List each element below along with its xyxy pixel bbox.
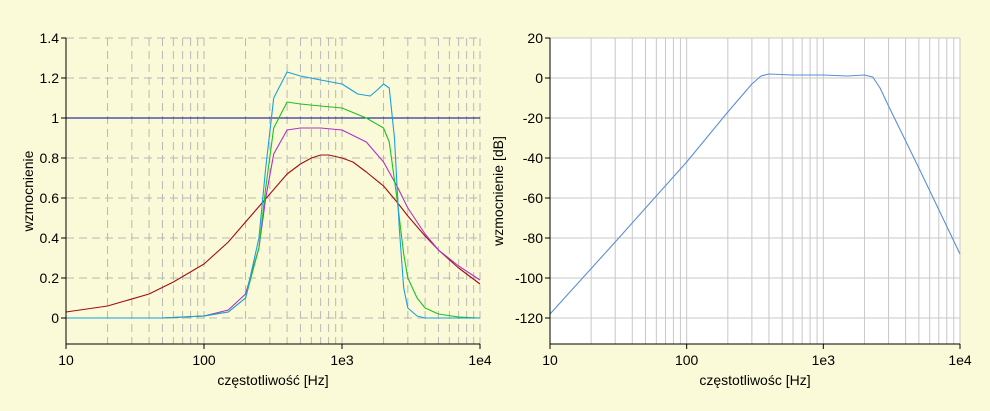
x-tick-label: 1e3 (330, 352, 354, 368)
x-axis-label: częstotliwośc [Hz] (699, 372, 810, 388)
series-line-order-4 (66, 71, 480, 319)
series-line-order-1 (65, 154, 481, 313)
x-ticks: 10 100 1e3 1e4 (542, 344, 972, 368)
y-tick-label: -20 (523, 110, 543, 126)
y-tick-label: -60 (523, 190, 543, 206)
y-ticks: 20 0 -20 -40 -60 -80 -100 -120 (515, 30, 550, 326)
y-tick-label: 20 (527, 30, 543, 46)
x-ticks: 10 100 1e3 1e4 (58, 344, 492, 368)
y-axis-label: wzmocnienie [dB] (490, 136, 506, 247)
series-group (65, 71, 481, 319)
y-axis-label: wzmocnienie (20, 150, 36, 232)
series-group (549, 73, 961, 315)
y-tick-label: 0.6 (40, 190, 60, 206)
y-tick-label: 0.8 (40, 150, 60, 166)
y-tick-label: -80 (523, 230, 543, 246)
series-line-response-dB (549, 73, 961, 315)
y-tick-label: 0.4 (40, 230, 60, 246)
y-tick-label: 0.2 (40, 270, 60, 286)
y-tick-label: 0 (535, 70, 543, 86)
y-tick-label: 0 (51, 310, 59, 326)
x-tick-label: 1e4 (948, 352, 972, 368)
x-tick-label: 10 (58, 352, 74, 368)
y-ticks: 0 0.2 0.4 0.6 0.8 1 1.2 1.4 (40, 30, 66, 326)
y-tick-label: -40 (523, 150, 543, 166)
x-axis-label: częstotliwość [Hz] (217, 372, 328, 388)
y-tick-label: 1.4 (40, 30, 60, 46)
grid (549, 37, 961, 344)
y-tick-label: 1 (51, 110, 59, 126)
series-line-order-2 (66, 127, 481, 319)
x-tick-label: 1e3 (812, 352, 836, 368)
x-tick-label: 100 (675, 352, 699, 368)
y-tick-label: -120 (515, 310, 543, 326)
chart-right-db-gain: 10 100 1e3 1e4 20 0 -20 -40 -60 -80 -100 -120 często… (490, 30, 972, 388)
x-tick-label: 1e4 (468, 352, 492, 368)
plot-area (550, 38, 960, 344)
y-tick-label: -100 (515, 270, 543, 286)
chart-left-linear-gain: 10 100 1e3 1e4 0 0.2 0.4 0.6 0.8 1 1.2 1.4 częstotli… (20, 30, 492, 388)
y-tick-label: 1.2 (40, 70, 60, 86)
x-tick-label: 100 (192, 352, 216, 368)
x-tick-label: 10 (542, 352, 558, 368)
